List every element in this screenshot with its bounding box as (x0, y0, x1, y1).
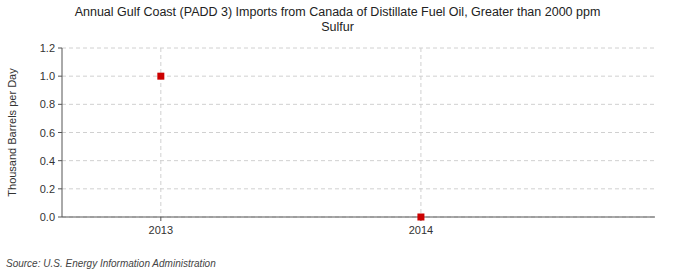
grid-line-y (62, 48, 655, 49)
grid-line-y (62, 188, 655, 189)
y-tick-label: 1.0 (40, 70, 55, 82)
grid-line-y (62, 76, 655, 77)
source: Source: U.S. Energy Information Administ… (6, 258, 216, 269)
y-tick (58, 132, 62, 133)
title: Annual Gulf Coast (PADD 3) Imports from … (75, 5, 601, 34)
x-tick (160, 217, 161, 221)
y-tick (58, 188, 62, 189)
grid-line-y (62, 132, 655, 133)
y-tick-label: 0.6 (40, 127, 55, 139)
y-tick-label: 0.4 (40, 155, 55, 167)
grid-line-y (62, 217, 655, 218)
y-tick-label: 0.0 (40, 211, 55, 223)
grid-line-x (420, 48, 421, 217)
x-tick-label: 2014 (409, 224, 433, 236)
x-axis-line (62, 217, 655, 218)
grid-line-y (62, 160, 655, 161)
grid (62, 48, 655, 217)
grid-line-y (62, 104, 655, 105)
axes: 0.0 0.2 0.4 0.6 0.8 1.0 1.2 2013 2014 (40, 42, 655, 236)
y-tick (58, 104, 62, 105)
y-tick-label: 0.2 (40, 183, 55, 195)
y-tick-label: 1.2 (40, 42, 55, 54)
chart: Annual Gulf Coast (PADD 3) Imports from … (0, 0, 675, 275)
y-tick (58, 48, 62, 49)
y-axis-label: Thousand Barrels per Day (6, 68, 18, 197)
y-tick (58, 76, 62, 77)
y-tick-label: 0.8 (40, 98, 55, 110)
y-tick (58, 160, 62, 161)
point (157, 73, 164, 80)
point (417, 214, 424, 221)
x-tick-label: 2013 (149, 224, 173, 236)
title-line: Annual Gulf Coast (PADD 3) Imports from … (75, 5, 601, 19)
title-line: Sulfur (321, 20, 354, 34)
y-tick (58, 217, 62, 218)
data (157, 73, 424, 221)
